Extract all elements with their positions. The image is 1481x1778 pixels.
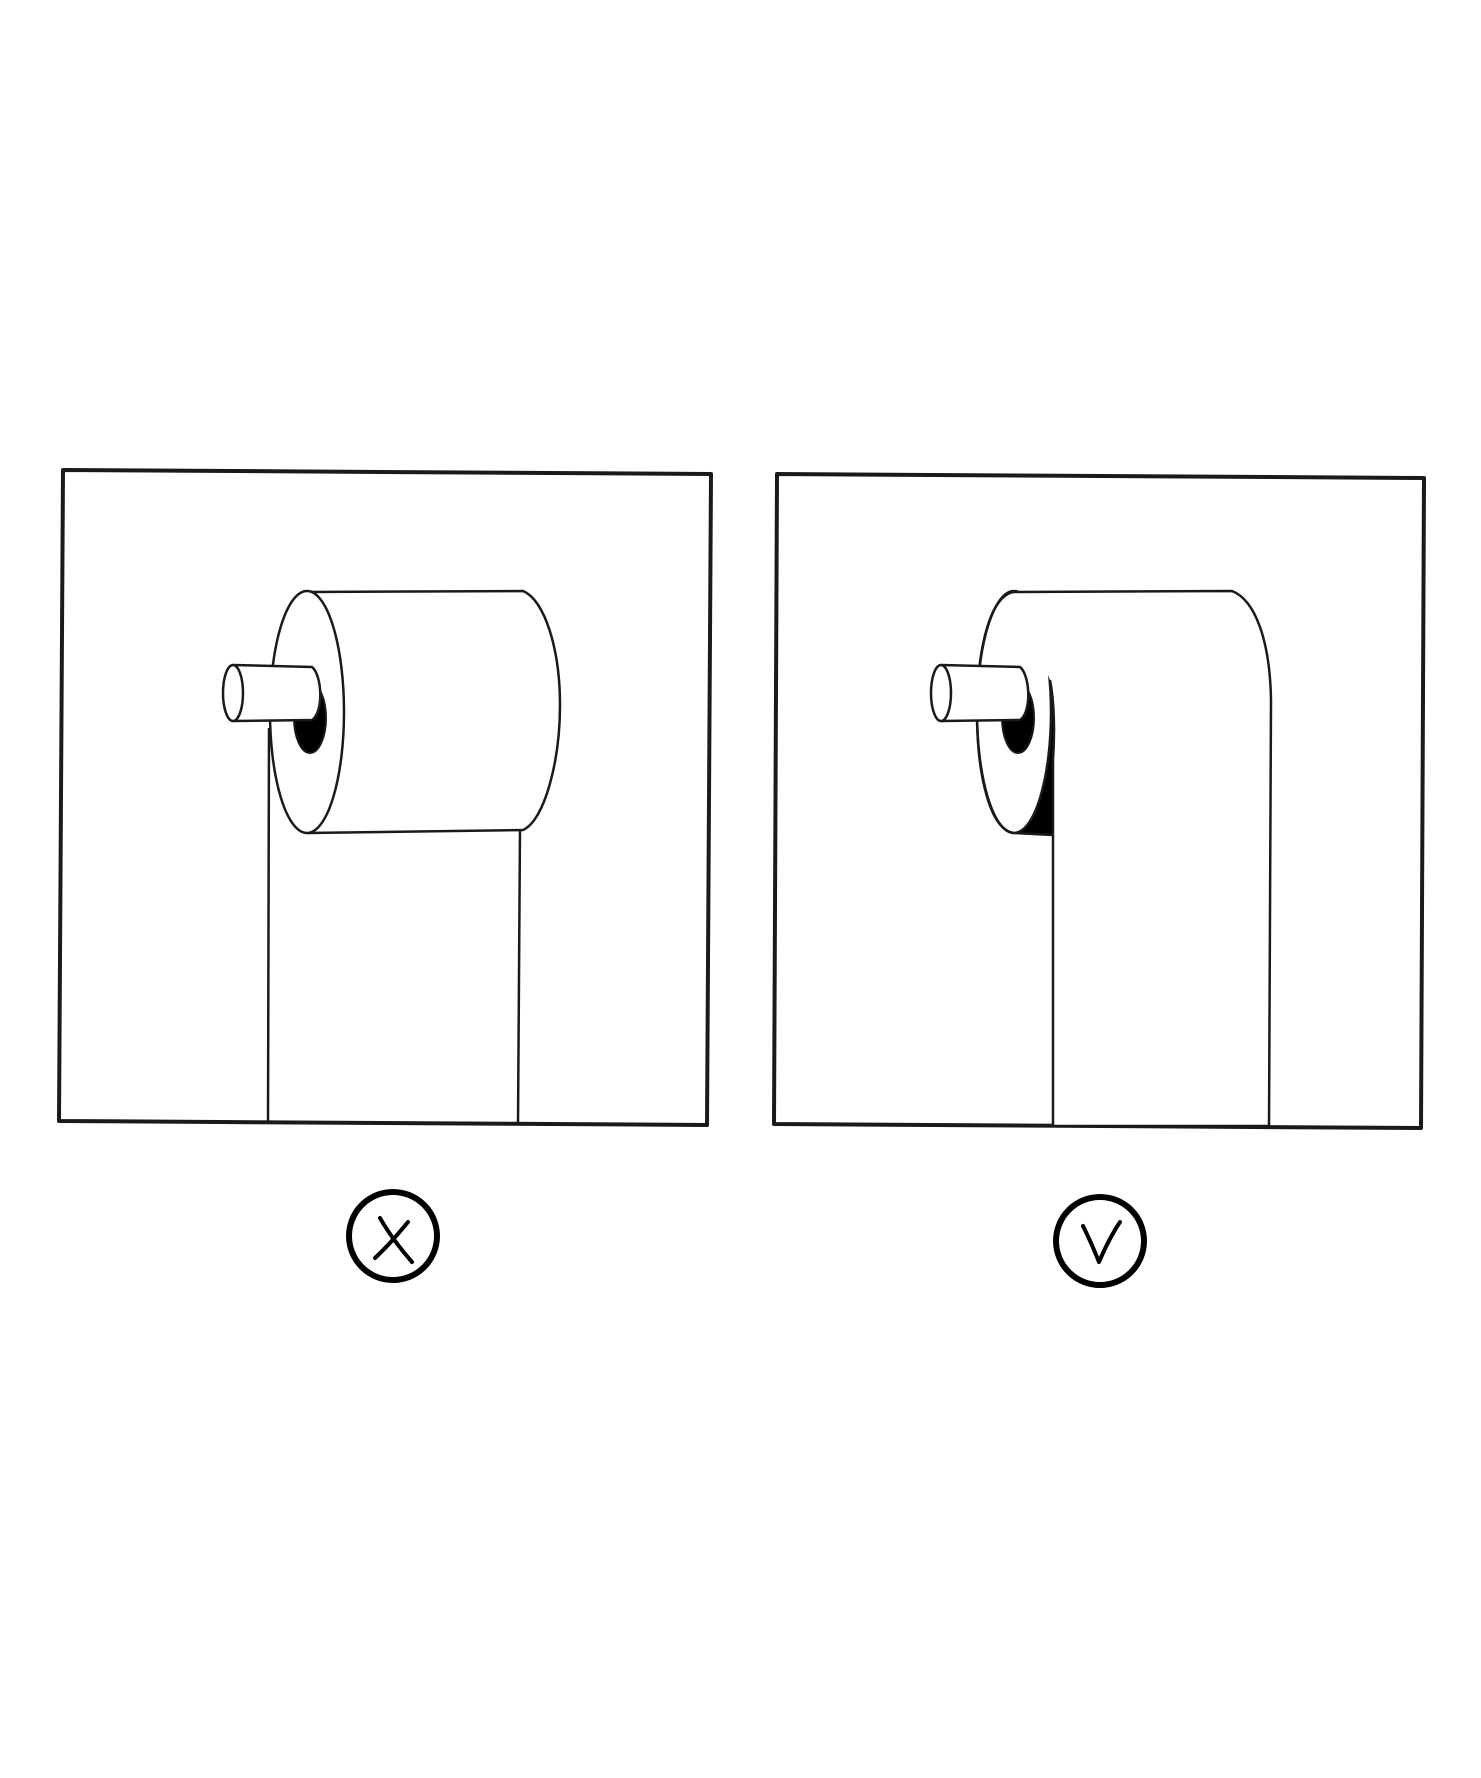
holder-rod — [221, 663, 322, 723]
toilet-roll — [975, 589, 1273, 1128]
panel-correct — [772, 472, 1426, 1288]
holder-rod — [929, 663, 1030, 723]
rod-end — [929, 663, 953, 723]
check-icon-mark — [1081, 1220, 1122, 1264]
hanging-sheet — [266, 727, 522, 1125]
cross-icon-mark — [373, 1216, 414, 1264]
check-icon-circle — [1053, 1194, 1147, 1288]
rod-end — [221, 663, 245, 723]
cross-icon — [346, 1189, 440, 1283]
roll-body — [306, 589, 562, 835]
rod-body — [940, 663, 1030, 723]
hanging-sheet — [1013, 589, 1273, 1128]
check-icon — [1053, 1194, 1147, 1288]
panel-wrong — [57, 468, 713, 1283]
rod-body — [232, 663, 322, 723]
